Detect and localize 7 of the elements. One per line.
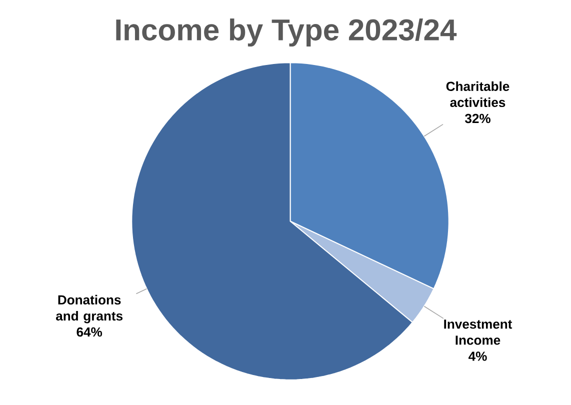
chart-title: Income by Type 2023/24: [116, 18, 457, 46]
data-label: 64%: [76, 327, 102, 337]
data-label: 32%: [464, 114, 490, 124]
slice-label: Investment Income: [444, 320, 512, 345]
data-label: 4%: [468, 352, 487, 361]
slice-label: Charitable activities: [446, 81, 510, 107]
slice-label: Donations and grants: [56, 294, 123, 324]
